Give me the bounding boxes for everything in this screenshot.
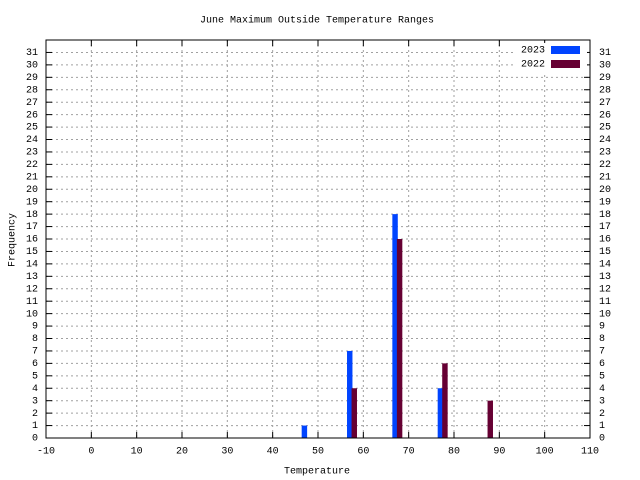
x-tick-label: 40 [267, 447, 279, 458]
y-tick-label: 5 [32, 371, 38, 382]
x-tick-label: 20 [176, 447, 188, 458]
x-tick-label: -10 [37, 447, 55, 458]
y2-tick-label: 5 [599, 371, 605, 382]
legend-swatch [551, 46, 580, 54]
y2-tick-label: 31 [599, 48, 611, 59]
x-tick-label: 70 [403, 447, 415, 458]
x-tick-label: 80 [448, 447, 460, 458]
y-tick-label: 16 [26, 235, 38, 246]
y2-tick-label: 1 [599, 421, 605, 432]
y-tick-label: 7 [32, 347, 38, 358]
y-tick-label: 8 [32, 334, 38, 345]
y2-tick-label: 13 [599, 272, 611, 283]
y-tick-label: 30 [26, 61, 38, 72]
y2-tick-label: 14 [599, 260, 611, 271]
plot-border [45, 39, 591, 439]
y-tick-label: 12 [26, 284, 38, 295]
bar [442, 363, 448, 438]
y-tick-label: 15 [26, 247, 38, 258]
y-tick-label: 0 [32, 434, 38, 445]
bar [347, 350, 353, 438]
legend-label: 2023 [521, 46, 545, 57]
y2-tick-label: 19 [599, 197, 611, 208]
y-tick-label: 31 [26, 48, 38, 59]
y2-tick-label: 26 [599, 110, 611, 121]
x-tick-label: 10 [131, 447, 143, 458]
bar [351, 388, 357, 438]
y2-tick-label: 11 [599, 297, 611, 308]
y2-tick-label: 3 [599, 396, 605, 407]
legend-swatch [551, 60, 580, 68]
bar [487, 400, 493, 438]
y2-tick-label: 24 [599, 135, 611, 146]
y2-tick-label: 6 [599, 359, 605, 370]
y2-tick-label: 20 [599, 185, 611, 196]
y2-tick-label: 21 [599, 172, 611, 183]
y-tick-label: 22 [26, 160, 38, 171]
chart-title: June Maximum Outside Temperature Ranges [200, 15, 434, 27]
y2-tick-label: 17 [599, 222, 611, 233]
y2-tick-label: 27 [599, 98, 611, 109]
y2-tick-label: 2 [599, 409, 605, 420]
x-tick-label: 30 [221, 447, 233, 458]
y-tick-label: 14 [26, 260, 38, 271]
y2-tick-label: 8 [599, 334, 605, 345]
y2-tick-label: 15 [599, 247, 611, 258]
y2-tick-label: 23 [599, 148, 611, 159]
y2-tick-label: 25 [599, 123, 611, 134]
y-axis-label: Frequency [8, 213, 19, 267]
bar [396, 239, 403, 438]
x-tick-label: 90 [493, 447, 505, 458]
y2-tick-label: 12 [599, 284, 611, 295]
y-tick-label: 2 [32, 409, 38, 420]
y2-tick-label: 0 [599, 434, 605, 445]
legend-label: 2022 [521, 60, 545, 71]
y-tick-label: 3 [32, 396, 38, 407]
y2-tick-label: 30 [599, 61, 611, 72]
y-tick-label: 19 [26, 197, 38, 208]
y-tick-label: 25 [26, 123, 38, 134]
y-tick-label: 29 [26, 73, 38, 84]
x-tick-label: 100 [536, 447, 554, 458]
y2-tick-label: 9 [599, 322, 605, 333]
x-tick-label: 50 [312, 447, 324, 458]
y-tick-label: 28 [26, 85, 38, 96]
y2-tick-label: 10 [599, 309, 611, 320]
y2-tick-label: 22 [599, 160, 611, 171]
y2-tick-label: 28 [599, 85, 611, 96]
x-axis-label: Temperature [284, 467, 350, 478]
y2-tick-label: 4 [599, 384, 605, 395]
x-tick-label: 0 [88, 447, 94, 458]
y2-tick-label: 18 [599, 210, 611, 221]
y-tick-label: 24 [26, 135, 38, 146]
bar [301, 425, 308, 438]
x-tick-label: 110 [581, 447, 599, 458]
y2-tick-label: 7 [599, 347, 605, 358]
bar [437, 388, 444, 438]
y-tick-label: 18 [26, 210, 38, 221]
y-tick-label: 23 [26, 148, 38, 159]
y-tick-label: 27 [26, 98, 38, 109]
y-tick-label: 26 [26, 110, 38, 121]
y-tick-label: 13 [26, 272, 38, 283]
y-tick-label: 11 [26, 297, 38, 308]
y-tick-label: 10 [26, 309, 38, 320]
y-tick-label: 6 [32, 359, 38, 370]
y-tick-label: 17 [26, 222, 38, 233]
y-tick-label: 21 [26, 172, 38, 183]
x-tick-label: 60 [357, 447, 369, 458]
y2-tick-label: 29 [599, 73, 611, 84]
bar [392, 214, 398, 438]
y-tick-label: 1 [32, 421, 38, 432]
y-tick-label: 20 [26, 185, 38, 196]
y-tick-label: 9 [32, 322, 38, 333]
y2-tick-label: 16 [599, 235, 611, 246]
y-tick-label: 4 [32, 384, 38, 395]
